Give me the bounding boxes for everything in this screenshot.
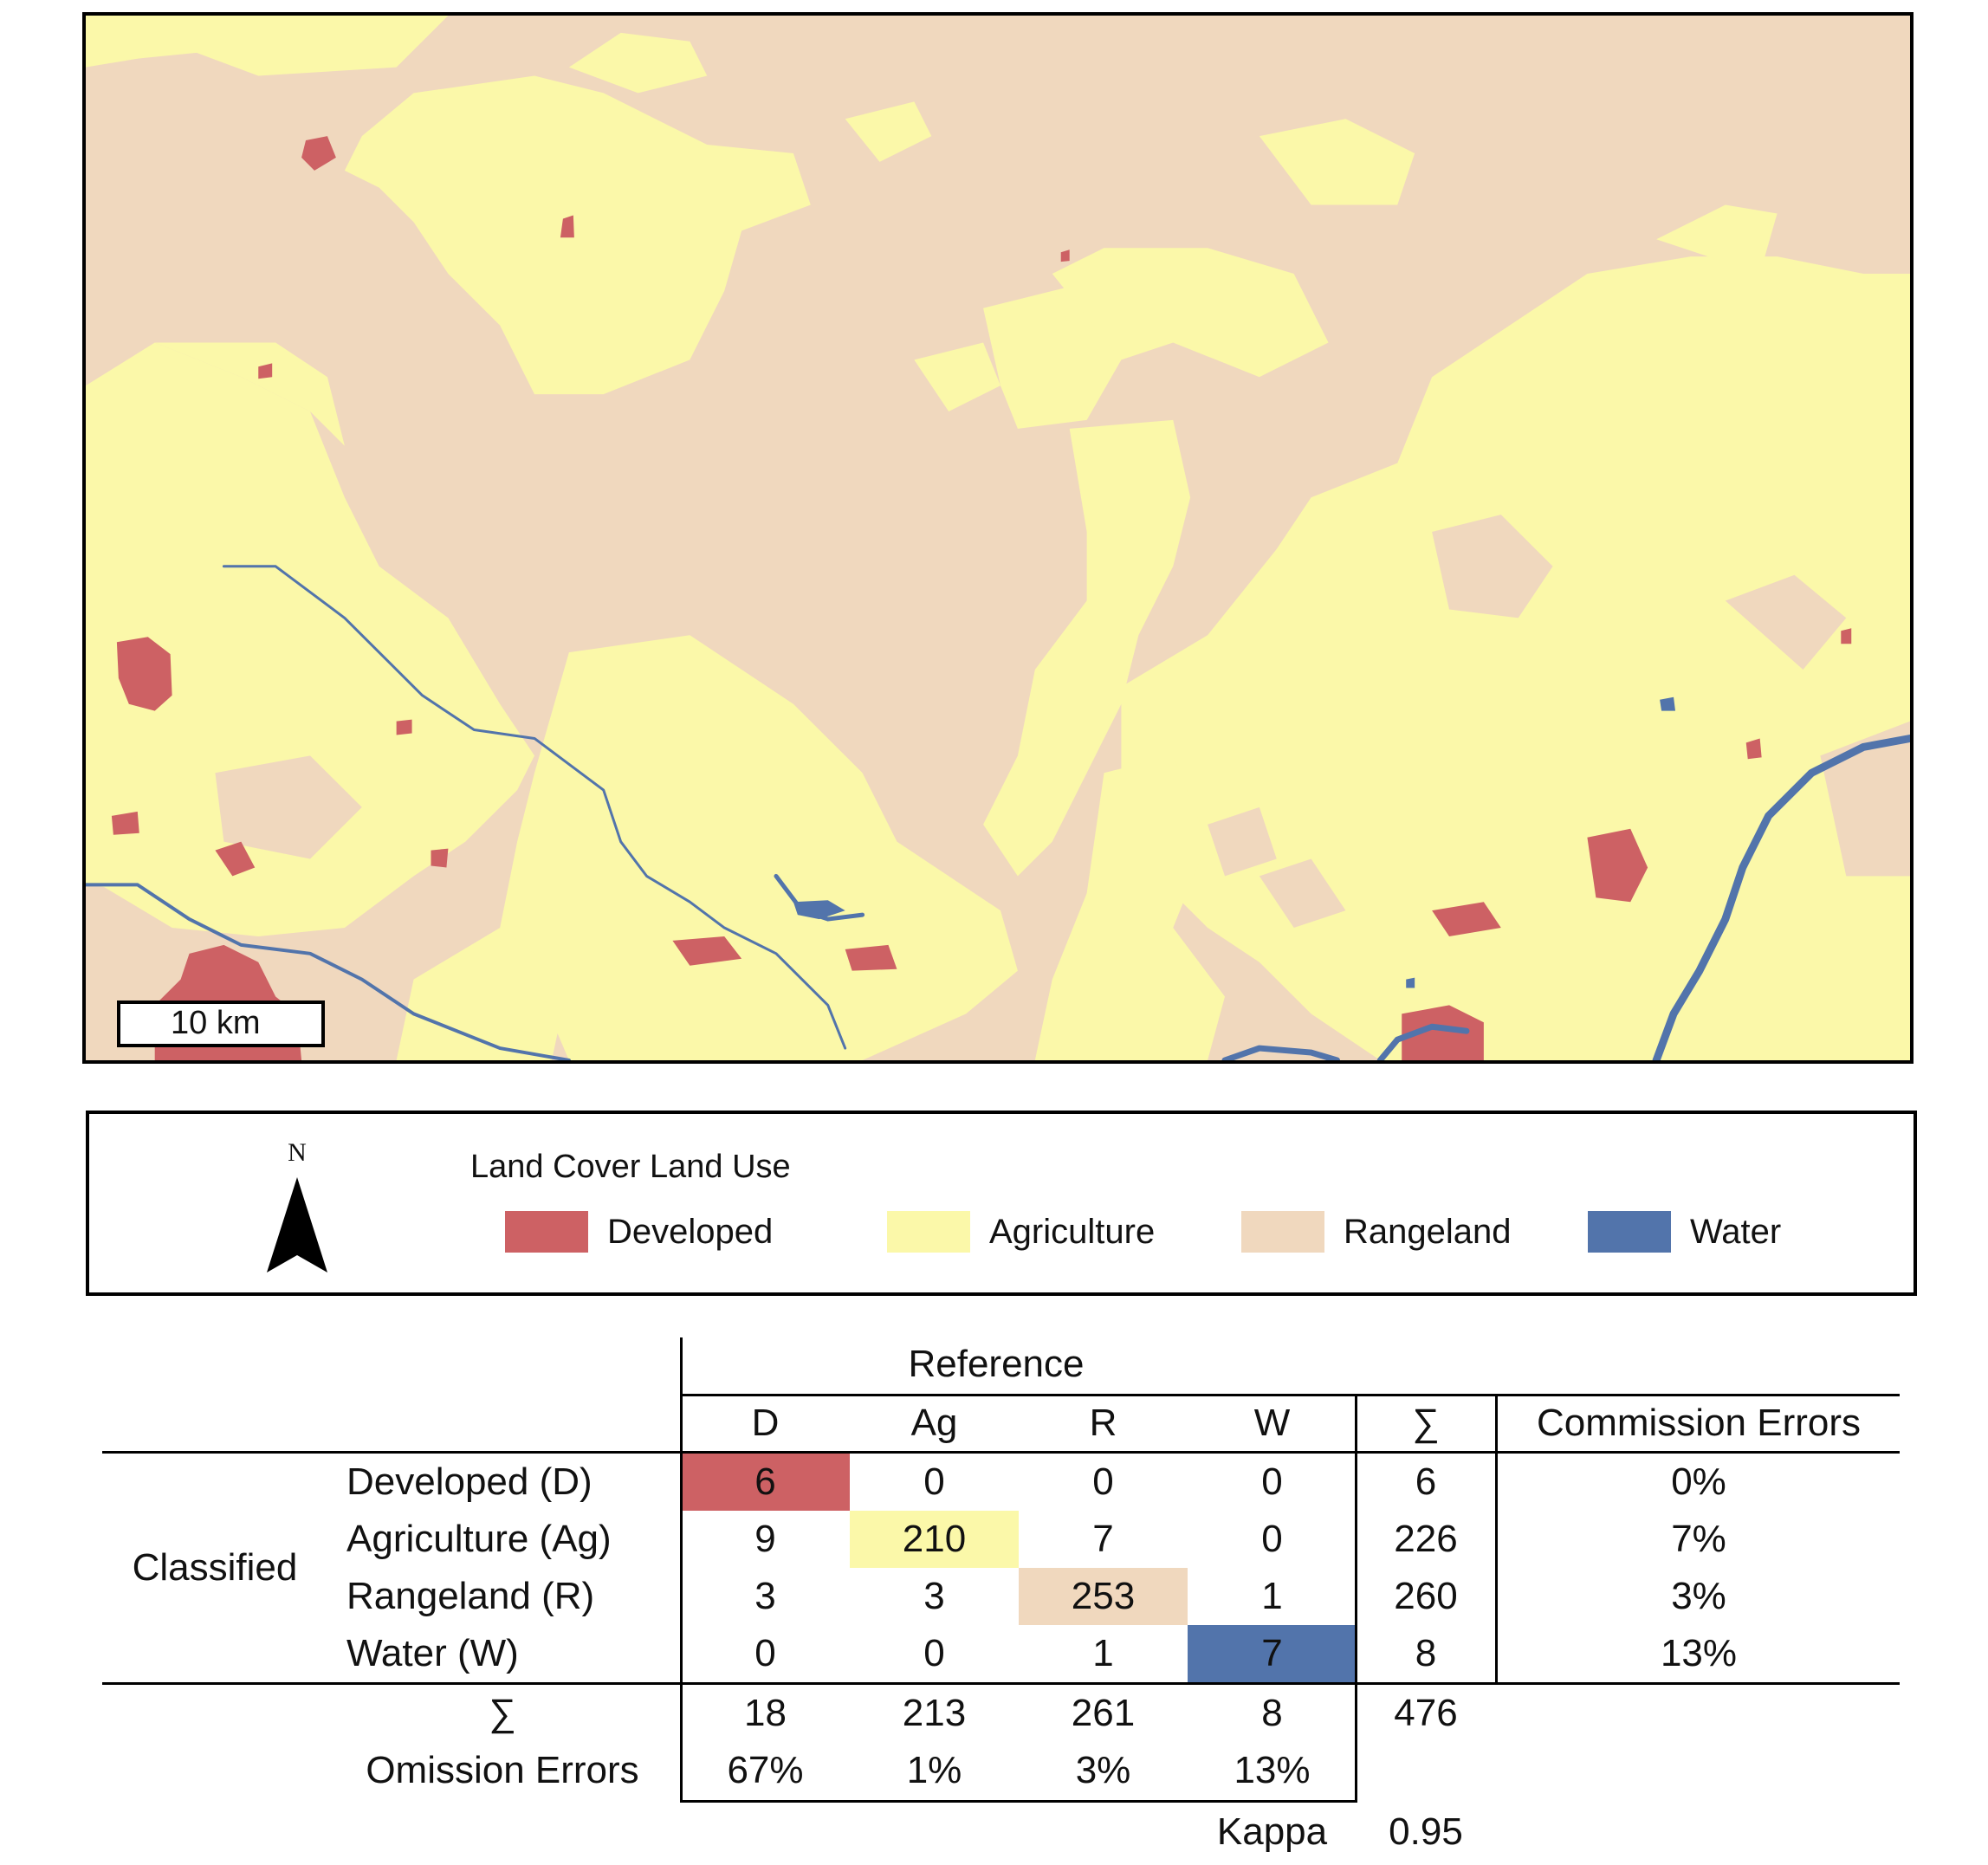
matrix-cell: 0 <box>1188 1511 1357 1568</box>
legend-label-rangeland: Rangeland <box>1344 1211 1512 1253</box>
map-legend: N Land Cover Land Use Developed Agricult… <box>86 1111 1917 1296</box>
land-cover-map: 10 km <box>82 12 1914 1064</box>
north-arrow: N <box>262 1138 332 1277</box>
matrix-cell: 0 <box>850 1454 1019 1511</box>
matrix-cell: 9 <box>681 1511 850 1568</box>
matrix-cell: 0 <box>1188 1454 1357 1511</box>
matrix-cell: 3 <box>681 1568 850 1625</box>
reference-header: Reference <box>858 1336 1135 1393</box>
kappa-value: 0.95 <box>1357 1803 1495 1861</box>
land-cover-map-image <box>86 16 1910 1060</box>
row-label-water: Water (W) <box>346 1625 676 1682</box>
grand-total: 476 <box>1357 1685 1495 1742</box>
matrix-cell: 7 <box>1188 1625 1357 1682</box>
matrix-cell: 210 <box>850 1511 1019 1568</box>
matrix-cell: 0 <box>850 1625 1019 1682</box>
commission-error: 7% <box>1497 1511 1901 1568</box>
col-header-commission: Commission Errors <box>1497 1395 1901 1452</box>
legend-label-developed: Developed <box>607 1211 773 1253</box>
legend-swatch-rangeland <box>1241 1211 1324 1253</box>
matrix-cell: 253 <box>1019 1568 1188 1625</box>
col-header-sum: ∑ <box>1357 1395 1495 1452</box>
column-sum: 18 <box>681 1685 850 1742</box>
north-arrow-icon <box>267 1177 327 1272</box>
legend-swatch-water <box>1588 1211 1671 1253</box>
commission-error: 13% <box>1497 1625 1901 1682</box>
omission-error: 67% <box>681 1742 850 1799</box>
col-header-ag: Ag <box>850 1395 1019 1452</box>
commission-error: 0% <box>1497 1454 1901 1511</box>
matrix-cell: 1 <box>1019 1625 1188 1682</box>
table-divider <box>680 1800 1357 1803</box>
legend-title: Land Cover Land Use <box>470 1149 791 1186</box>
matrix-cell: 1 <box>1188 1568 1357 1625</box>
col-header-d: D <box>681 1395 850 1452</box>
scale-bar-label: 10 km <box>171 1005 260 1041</box>
column-sum: 8 <box>1188 1685 1357 1742</box>
matrix-cell: 0 <box>681 1625 850 1682</box>
column-sum: 213 <box>850 1685 1019 1742</box>
legend-swatch-agriculture <box>887 1211 970 1253</box>
omission-errors-label: Omission Errors <box>346 1742 658 1799</box>
col-header-r: R <box>1019 1395 1188 1452</box>
matrix-cell: 0 <box>1019 1454 1188 1511</box>
classified-label: Classified <box>102 1539 327 1596</box>
col-header-w: W <box>1188 1395 1357 1452</box>
matrix-cell: 6 <box>681 1454 850 1511</box>
kappa-label: Kappa <box>1188 1803 1357 1861</box>
scale-bar: 10 km <box>117 1000 325 1047</box>
row-sum: 8 <box>1357 1625 1495 1682</box>
commission-error: 3% <box>1497 1568 1901 1625</box>
row-sum: 260 <box>1357 1568 1495 1625</box>
column-sum-label: ∑ <box>346 1685 658 1742</box>
column-sum: 261 <box>1019 1685 1188 1742</box>
confusion-matrix: Reference D Ag R W ∑ Commission Errors C… <box>0 1334 1988 1865</box>
legend-label-agriculture: Agriculture <box>989 1211 1155 1253</box>
north-label: N <box>262 1138 332 1168</box>
row-label-rangeland: Rangeland (R) <box>346 1568 676 1625</box>
row-sum: 226 <box>1357 1511 1495 1568</box>
row-label-agriculture: Agriculture (Ag) <box>346 1511 676 1568</box>
matrix-cell: 7 <box>1019 1511 1188 1568</box>
omission-error: 13% <box>1188 1742 1357 1799</box>
omission-error: 3% <box>1019 1742 1188 1799</box>
legend-label-water: Water <box>1690 1211 1781 1253</box>
row-sum: 6 <box>1357 1454 1495 1511</box>
row-label-developed: Developed (D) <box>346 1454 676 1511</box>
omission-error: 1% <box>850 1742 1019 1799</box>
matrix-cell: 3 <box>850 1568 1019 1625</box>
legend-swatch-developed <box>505 1211 588 1253</box>
